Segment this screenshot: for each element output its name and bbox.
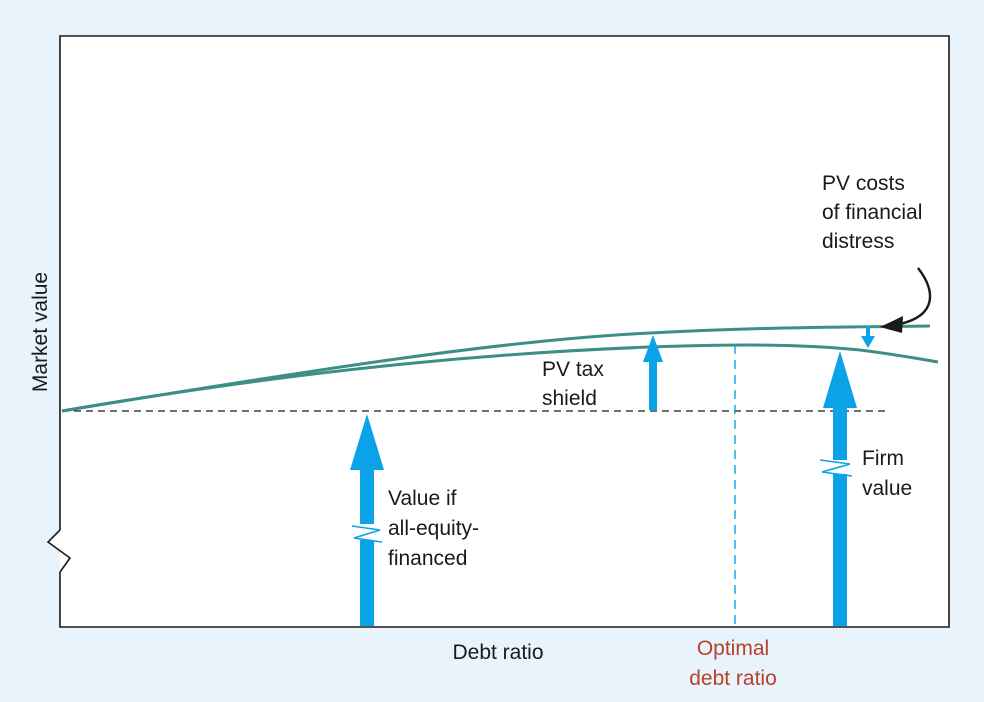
distress-pointer-arrow <box>880 267 932 333</box>
tax-shield-label: PV tax shield <box>542 358 604 410</box>
x-axis-label: Debt ratio <box>452 641 543 664</box>
plot-area <box>60 36 949 627</box>
distress-costs-label-line: of financial <box>822 201 922 224</box>
axis-break-icon <box>46 529 72 573</box>
tax-shield-label-line: PV tax <box>542 358 604 381</box>
all-equity-label-line: Value if <box>388 487 457 510</box>
distress-costs-label-line: distress <box>822 230 894 253</box>
all-equity-label-line: all-equity- <box>388 517 479 540</box>
all-equity-label: Value if all-equity- financed <box>388 487 479 570</box>
plot-frame <box>59 35 950 628</box>
optimal-debt-label: Optimal debt ratio <box>689 637 777 690</box>
firm-value-arrow <box>819 351 857 626</box>
distress-costs-label: PV costs of financial distress <box>822 172 922 253</box>
firm-value-label-line: Firm <box>862 447 904 470</box>
optimal-debt-label-line: Optimal <box>697 637 769 660</box>
firm-value-label-line: value <box>862 477 912 500</box>
y-axis-label: Market value <box>29 272 52 392</box>
distress-costs-label-line: PV costs <box>822 172 905 195</box>
distress-cost-arrow <box>861 326 875 348</box>
all-equity-arrow <box>350 414 384 626</box>
optimal-debt-label-line: debt ratio <box>689 667 777 690</box>
tax-shield-arrow <box>643 335 663 410</box>
all-equity-label-line: financed <box>388 547 467 570</box>
tax-shield-label-line: shield <box>542 387 597 410</box>
firm-value-label: Firm value <box>862 447 912 500</box>
